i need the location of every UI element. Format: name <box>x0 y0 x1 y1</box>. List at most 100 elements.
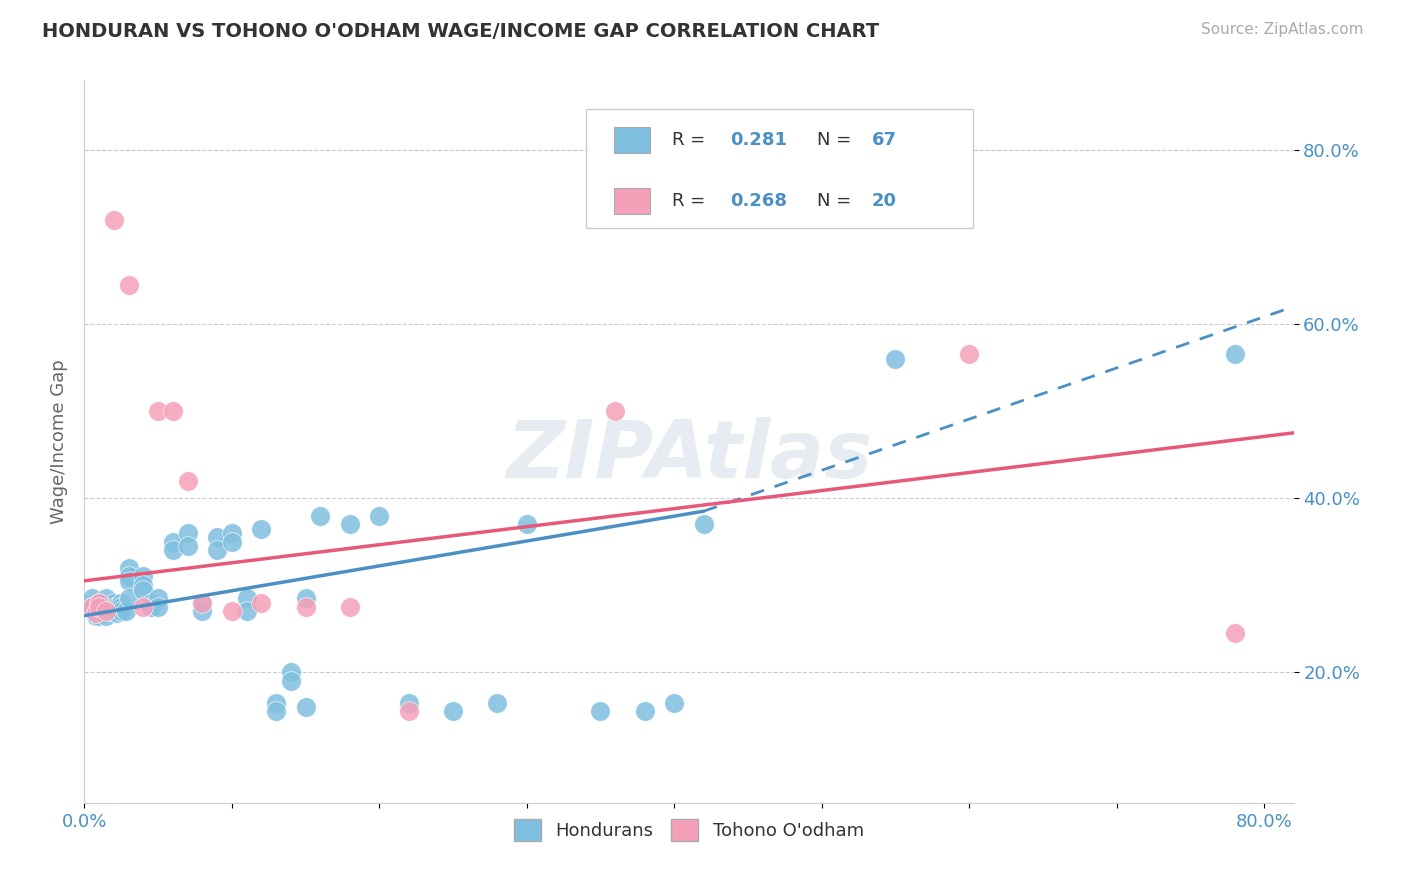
Point <box>100 599 122 614</box>
Point <box>176 539 198 553</box>
Point <box>117 574 139 588</box>
Point <box>87 608 110 623</box>
Point <box>441 705 464 719</box>
Point <box>205 530 228 544</box>
Point <box>96 604 118 618</box>
Point <box>264 696 287 710</box>
Text: R =: R = <box>672 130 711 149</box>
Point <box>96 591 118 606</box>
Point <box>110 604 132 618</box>
Point <box>103 599 125 614</box>
Point <box>309 508 332 523</box>
Point <box>146 404 169 418</box>
Text: ZIPAtlas: ZIPAtlas <box>506 417 872 495</box>
Point <box>294 599 316 614</box>
Point <box>191 604 214 618</box>
Point <box>176 525 198 540</box>
Point <box>235 604 257 618</box>
Point <box>339 599 361 614</box>
Text: N =: N = <box>817 192 858 210</box>
Point <box>1223 347 1246 361</box>
Point <box>221 525 243 540</box>
Point <box>398 705 420 719</box>
Point <box>191 596 214 610</box>
Point <box>146 591 169 606</box>
Point <box>87 596 110 610</box>
Text: R =: R = <box>672 192 711 210</box>
Point <box>589 705 612 719</box>
Point <box>162 404 184 418</box>
Point <box>221 534 243 549</box>
Point <box>84 608 107 623</box>
Text: 0.268: 0.268 <box>730 192 787 210</box>
Point <box>80 599 103 614</box>
Text: N =: N = <box>817 130 858 149</box>
FancyBboxPatch shape <box>614 127 650 153</box>
Point <box>87 604 110 618</box>
Point <box>191 596 214 610</box>
Point <box>692 517 714 532</box>
Point <box>114 604 136 618</box>
Point <box>235 591 257 606</box>
Point <box>132 578 155 592</box>
Point <box>110 596 132 610</box>
Point <box>117 277 139 292</box>
Point <box>264 705 287 719</box>
Point <box>605 404 627 418</box>
Point <box>132 582 155 597</box>
Point <box>80 599 103 614</box>
Point <box>105 599 128 614</box>
Point <box>117 561 139 575</box>
Point <box>96 608 118 623</box>
Point <box>250 596 273 610</box>
Point <box>96 599 118 614</box>
Point <box>884 351 907 366</box>
Point <box>132 569 155 583</box>
Text: HONDURAN VS TOHONO O'ODHAM WAGE/INCOME GAP CORRELATION CHART: HONDURAN VS TOHONO O'ODHAM WAGE/INCOME G… <box>42 22 879 41</box>
Text: Source: ZipAtlas.com: Source: ZipAtlas.com <box>1201 22 1364 37</box>
Point <box>957 347 980 361</box>
Point <box>146 599 169 614</box>
Point <box>117 591 139 606</box>
Point <box>1223 626 1246 640</box>
Point <box>221 604 243 618</box>
Point <box>516 517 538 532</box>
Point <box>280 665 302 680</box>
Point <box>139 599 162 614</box>
Point <box>105 606 128 620</box>
Point <box>205 543 228 558</box>
Point <box>87 599 110 614</box>
FancyBboxPatch shape <box>614 188 650 214</box>
Point <box>80 591 103 606</box>
Point <box>117 569 139 583</box>
Point <box>250 522 273 536</box>
Point <box>339 517 361 532</box>
Point <box>294 591 316 606</box>
Point <box>103 212 125 227</box>
Y-axis label: Wage/Income Gap: Wage/Income Gap <box>49 359 67 524</box>
Point <box>368 508 391 523</box>
Point <box>91 606 114 620</box>
Point <box>87 596 110 610</box>
Point <box>84 604 107 618</box>
Point <box>84 606 107 620</box>
Point <box>110 599 132 614</box>
Point <box>486 696 509 710</box>
Point <box>96 604 118 618</box>
Point <box>176 474 198 488</box>
Text: 0.281: 0.281 <box>730 130 787 149</box>
Point <box>100 604 122 618</box>
Point <box>139 596 162 610</box>
Point <box>280 673 302 688</box>
Text: 20: 20 <box>872 192 897 210</box>
Legend: Hondurans, Tohono O'odham: Hondurans, Tohono O'odham <box>506 812 872 848</box>
Point <box>664 696 686 710</box>
Point <box>634 705 657 719</box>
Point <box>103 604 125 618</box>
Point <box>132 599 155 614</box>
Point <box>398 696 420 710</box>
Point <box>91 602 114 616</box>
Point <box>162 534 184 549</box>
Point <box>103 596 125 610</box>
FancyBboxPatch shape <box>586 109 973 228</box>
